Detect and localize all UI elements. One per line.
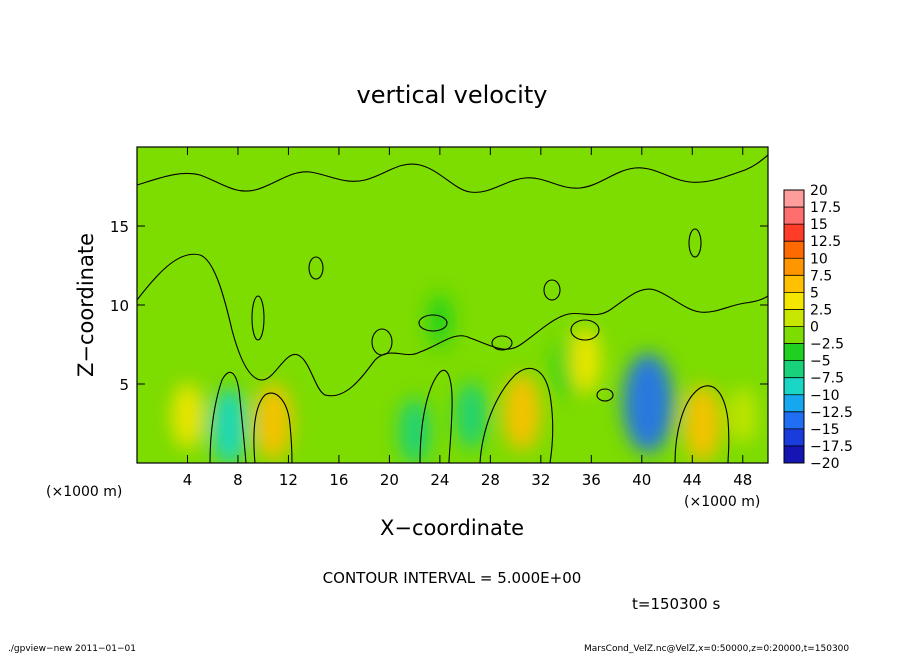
heatmap-feature-3 xyxy=(455,382,488,449)
heatmap-features xyxy=(171,294,757,463)
y-tick-label-1: 10 xyxy=(110,297,129,315)
x-tick-label-6: 28 xyxy=(481,471,500,489)
colorbar-label-2: 15 xyxy=(810,217,828,233)
colorbar-swatch-0 xyxy=(784,190,804,208)
time-label: t=150300 s xyxy=(632,595,720,613)
colorbar-label-6: 5 xyxy=(810,285,819,301)
contour-interval-text: CONTOUR INTERVAL = 5.000E+00 xyxy=(323,569,582,587)
contour-zero-lower xyxy=(137,253,768,397)
colorbar-swatch-11 xyxy=(784,377,804,396)
colorbar-swatch-8 xyxy=(784,326,804,344)
colorbar-label-7: 2.5 xyxy=(810,302,832,318)
colorbar-label-4: 10 xyxy=(810,251,828,267)
x-axis-unit-right: (×1000 m) xyxy=(684,494,760,510)
colorbar-label-9: −2.5 xyxy=(810,337,844,353)
colorbar-swatch-14 xyxy=(784,428,804,447)
contour-loop-d xyxy=(491,335,513,351)
colorbar-label-12: −10 xyxy=(810,388,840,404)
colorbar-label-5: 7.5 xyxy=(810,268,832,284)
colorbar-swatch-12 xyxy=(784,394,804,413)
contour-loop-h xyxy=(251,295,265,341)
y-axis-ticks: 5 10 15 xyxy=(110,218,768,394)
colorbar-swatch-5 xyxy=(784,275,804,293)
heatmap-feature-10 xyxy=(569,327,602,394)
colorbar-label-13: −12.5 xyxy=(810,405,853,421)
x-tick-label-2: 12 xyxy=(279,471,298,489)
contour-column-c xyxy=(479,367,554,463)
colorbar-swatch-4 xyxy=(784,258,804,276)
colorbar-swatch-10 xyxy=(784,360,804,378)
x-tick-label-3: 16 xyxy=(329,471,348,489)
contour-loop-c xyxy=(418,314,448,332)
colorbar-label-0: 20 xyxy=(810,183,828,199)
heatmap-feature-11 xyxy=(729,387,757,445)
colorbar-label-8: 0 xyxy=(810,320,819,336)
heatmap-feature-9 xyxy=(171,382,204,449)
x-axis-label: X−coordinate xyxy=(380,516,524,540)
heatmap-feature-0 xyxy=(623,353,674,453)
heatmap-feature-1 xyxy=(210,388,249,463)
y-axis-label: Z−coordinate xyxy=(74,233,98,377)
colorbar-swatch-6 xyxy=(784,292,804,310)
contour-lines xyxy=(137,154,768,463)
y-tick-label-0: 5 xyxy=(119,376,129,394)
colorbar-swatch-9 xyxy=(784,343,804,361)
colorbar-swatch-7 xyxy=(784,309,804,327)
contour-loop-g xyxy=(688,228,702,258)
heatmap-feature-7 xyxy=(502,373,541,451)
contour-loop-e xyxy=(543,279,561,301)
x-tick-label-11: 48 xyxy=(733,471,752,489)
heatmap-feature-2 xyxy=(398,398,431,463)
heatmap-feature-5 xyxy=(427,294,453,348)
footer-left: ./gpview−new 2011−01−01 xyxy=(8,644,136,654)
x-tick-label-7: 32 xyxy=(531,471,550,489)
heatmap-feature-8 xyxy=(683,385,722,462)
x-tick-label-4: 20 xyxy=(380,471,399,489)
x-tick-label-8: 36 xyxy=(582,471,601,489)
contour-loop-f xyxy=(596,388,614,402)
x-axis-unit-left: (×1000 m) xyxy=(46,484,122,500)
colorbar-swatch-1 xyxy=(784,207,804,225)
colorbar-swatch-2 xyxy=(784,224,804,242)
x-tick-label-10: 44 xyxy=(683,471,702,489)
colorbar-swatch-13 xyxy=(784,411,804,430)
colorbar-label-16: −20 xyxy=(810,456,840,472)
colorbar-label-3: 12.5 xyxy=(810,234,841,250)
footer-right: MarsCond_VelZ.nc@VelZ,x=0:50000,z=0:2000… xyxy=(584,644,849,654)
plot-area xyxy=(137,147,768,463)
contour-column-a xyxy=(209,371,247,463)
contour-column-e xyxy=(419,369,453,463)
x-tick-label-0: 4 xyxy=(183,471,193,489)
chart-title: vertical velocity xyxy=(357,81,548,109)
contour-loop-b xyxy=(371,328,393,356)
x-tick-label-9: 40 xyxy=(632,471,651,489)
contour-loop-i xyxy=(570,319,600,341)
colorbar-swatch-15 xyxy=(784,445,804,464)
heatmap-feature-6 xyxy=(254,383,293,461)
contour-column-b xyxy=(253,392,293,463)
contour-zero-upper xyxy=(137,154,768,193)
colorbar-label-15: −17.5 xyxy=(810,439,853,455)
x-tick-label-1: 8 xyxy=(233,471,243,489)
contour-column-d xyxy=(674,385,730,463)
colorbar-swatch-3 xyxy=(784,241,804,259)
colorbar-label-1: 17.5 xyxy=(810,200,841,216)
contour-loop-a xyxy=(308,256,324,280)
x-axis-ticks: 4 8 12 16 20 24 28 32 36 40 44 48 xyxy=(183,147,752,489)
colorbar-label-11: −7.5 xyxy=(810,371,844,387)
colorbar-label-10: −5 xyxy=(810,354,831,370)
x-tick-label-5: 24 xyxy=(430,471,449,489)
y-tick-label-2: 15 xyxy=(110,218,129,236)
colorbar-label-14: −15 xyxy=(810,422,840,438)
